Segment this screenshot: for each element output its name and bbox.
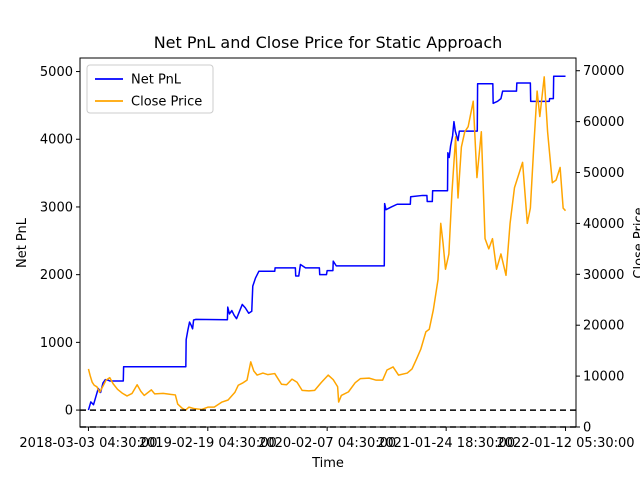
series-line-1 (87, 76, 567, 411)
right-y-tick-label-6: 60000 (583, 115, 624, 130)
left-y-tick-label-0: 0 (65, 404, 73, 419)
right-y-tick-label-2: 20000 (583, 319, 624, 334)
series-line-0 (87, 75, 566, 411)
x-tick-label-2: 2020-02-07 04:30:00 (258, 436, 396, 451)
x-tick-label-4: 2022-01-12 05:30:00 (496, 436, 634, 451)
legend-label-1: Close Price (131, 95, 202, 110)
plot-frame (79, 57, 577, 428)
left-y-axis: 0 1000 2000 3000 4000 5000 (40, 65, 80, 419)
legend-label-0: Net PnL (131, 73, 182, 88)
left-y-tick-label-2: 2000 (40, 268, 73, 283)
left-y-tick-label-5: 5000 (40, 65, 73, 80)
right-y-axis: 0 10000 20000 30000 40000 50000 60000 70000 (576, 64, 624, 436)
left-y-tick-label-3: 3000 (40, 200, 73, 215)
right-y-tick-label-7: 70000 (583, 64, 624, 79)
right-y-tick-label-3: 30000 (583, 268, 624, 283)
plot-area (79, 57, 577, 428)
right-y-tick-label-4: 40000 (583, 217, 624, 232)
x-tick-label-1: 2019-02-19 04:30:00 (139, 436, 277, 451)
left-y-axis-title: Net PnL (15, 217, 30, 268)
chart-title: Net PnL and Close Price for Static Appro… (154, 33, 503, 52)
left-y-tick-label-1: 1000 (40, 336, 73, 351)
right-y-axis-title: Close Price (632, 207, 640, 278)
legend: Net PnL Close Price (86, 64, 214, 114)
x-axis-title: Time (311, 456, 344, 471)
left-y-tick-label-4: 4000 (40, 133, 73, 148)
series-layer (80, 75, 576, 428)
right-y-tick-label-1: 10000 (583, 370, 624, 385)
x-tick-label-0: 2018-03-03 04:30:00 (19, 436, 157, 451)
right-y-tick-label-0: 0 (583, 421, 591, 436)
x-tick-label-3: 2021-01-24 18:30:00 (377, 436, 515, 451)
right-y-tick-label-5: 50000 (583, 166, 624, 181)
